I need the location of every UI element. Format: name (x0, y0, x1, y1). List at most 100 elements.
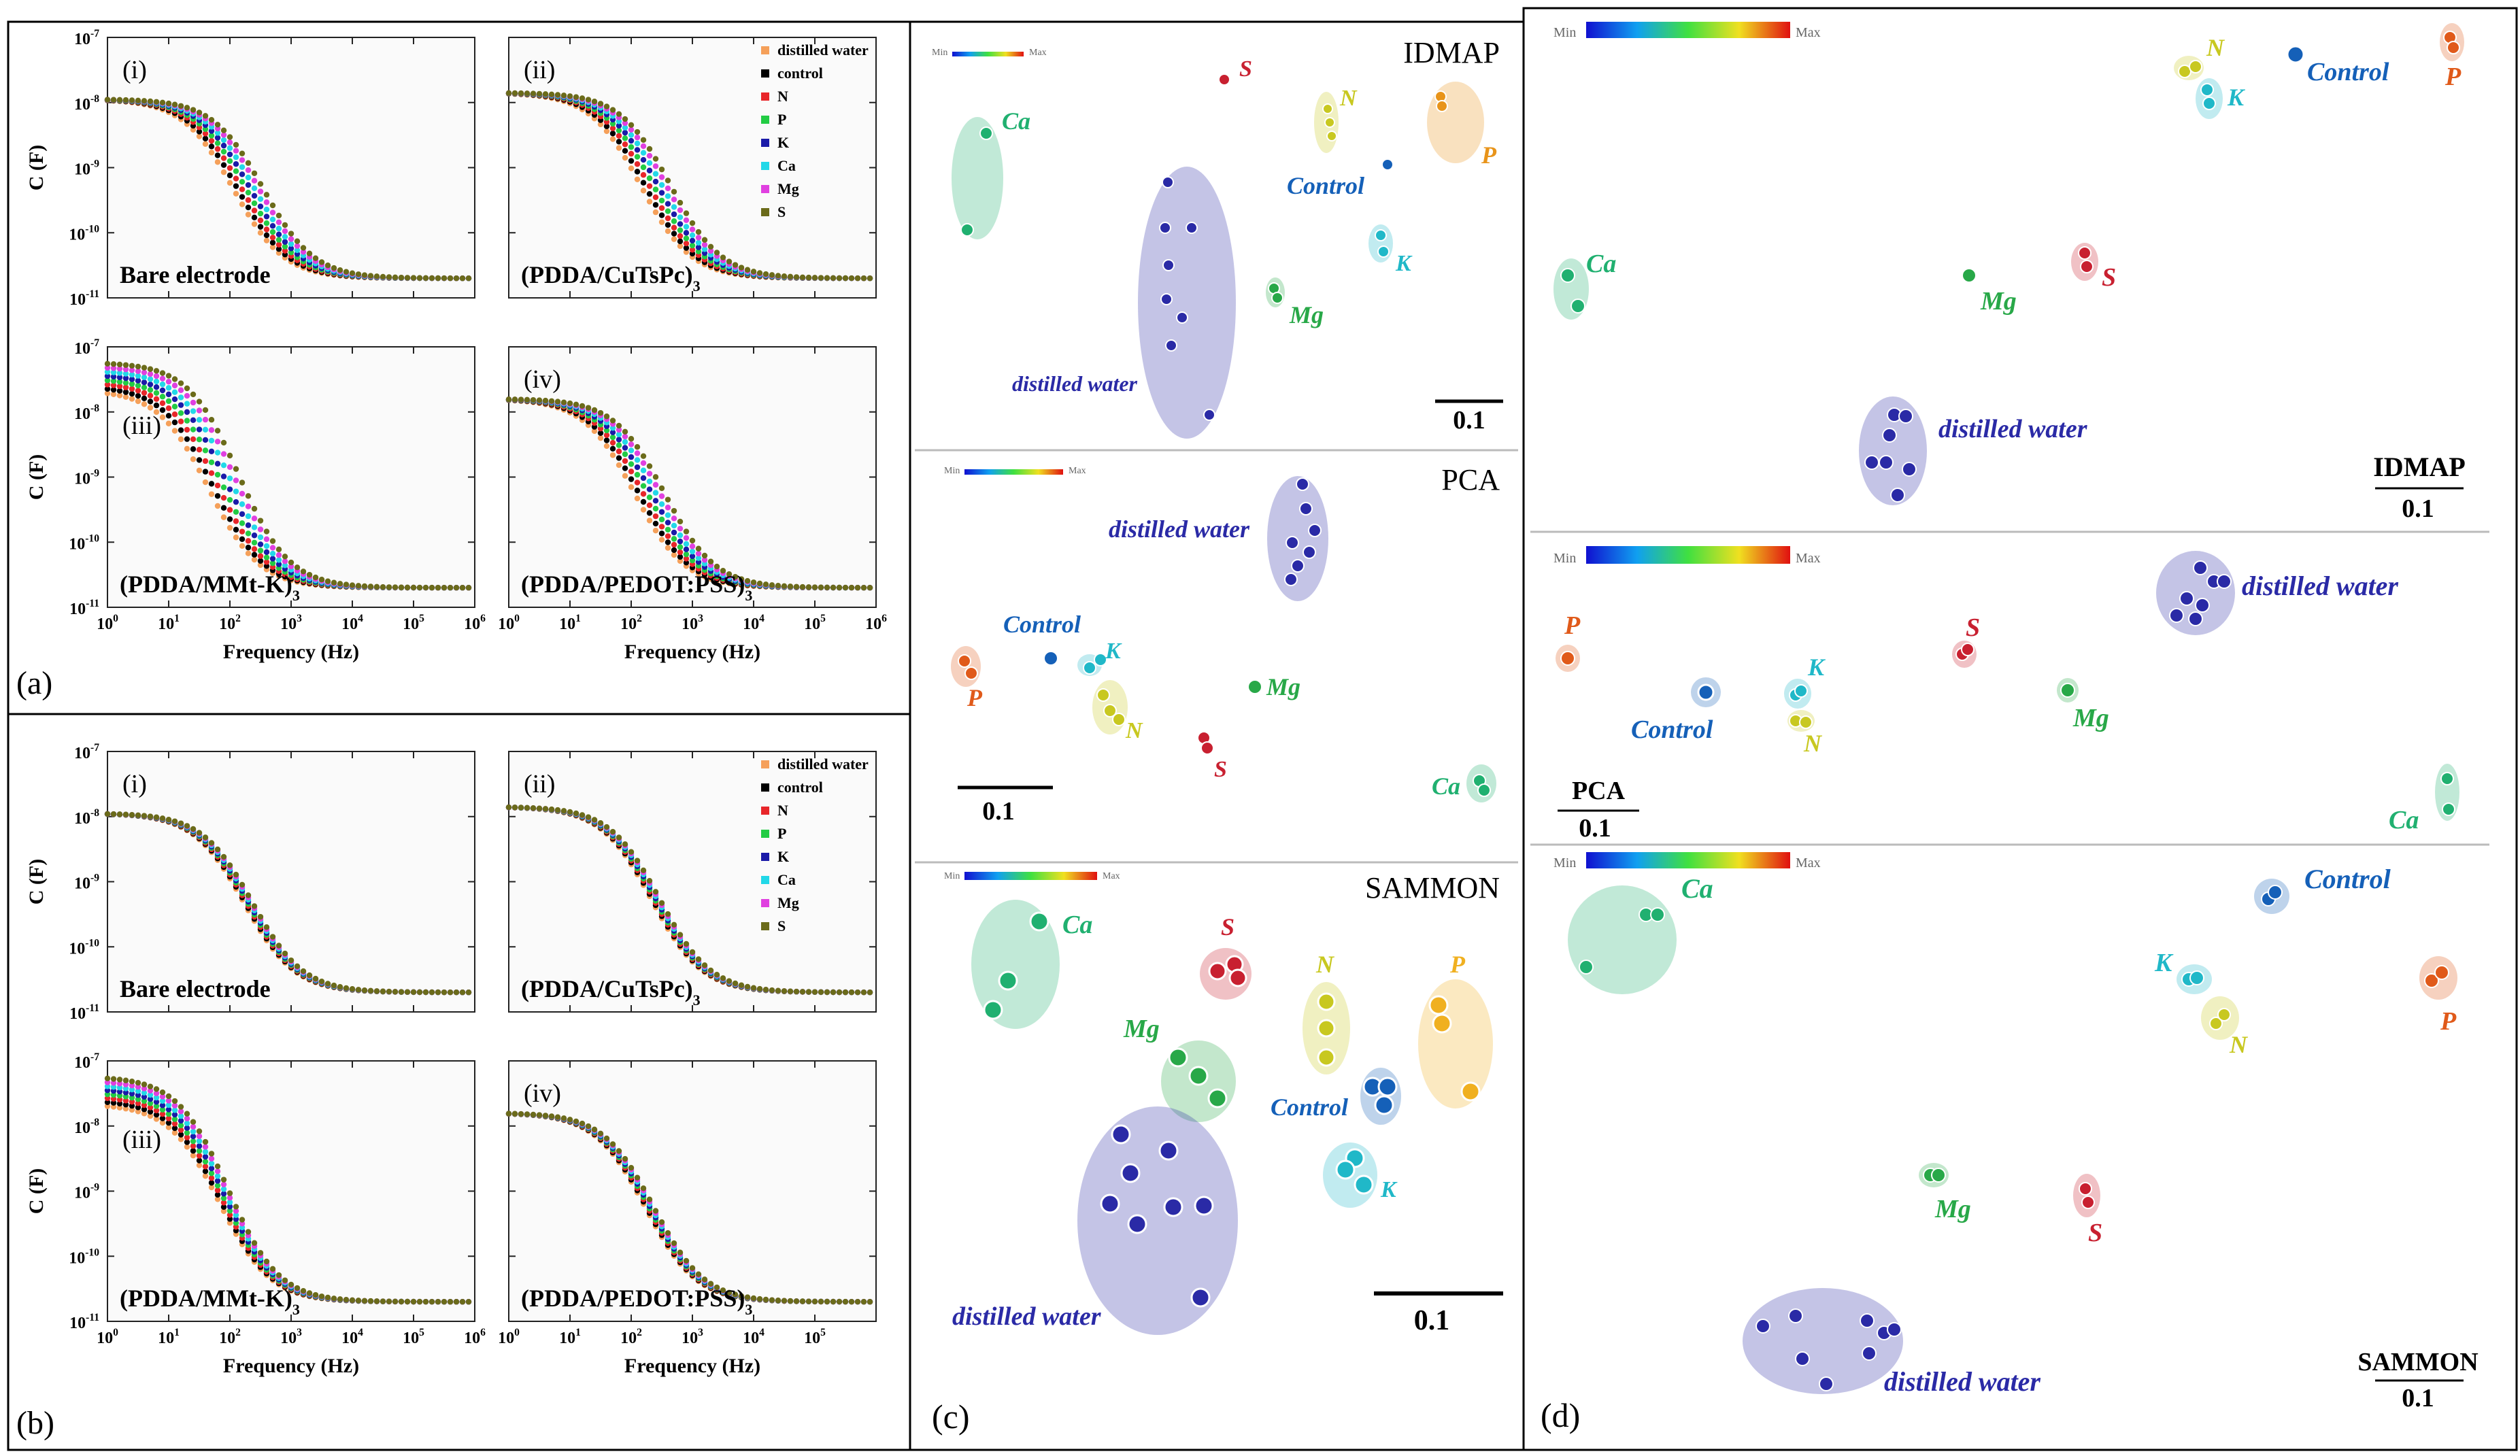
data-point (416, 989, 423, 996)
tick-exp: 4 (759, 1327, 765, 1338)
data-point (245, 174, 252, 181)
data-point (153, 402, 160, 409)
data-point (842, 275, 849, 282)
data-point (104, 1083, 111, 1089)
data-point (171, 411, 178, 418)
data-point (634, 134, 641, 141)
data-point (220, 142, 227, 149)
cluster-point (1862, 1346, 1877, 1361)
data-point (202, 113, 209, 119)
data-point (251, 185, 258, 192)
data-point (720, 1287, 726, 1293)
data-point (646, 146, 653, 152)
data-point (122, 97, 129, 103)
data-point (282, 228, 288, 235)
data-point (536, 805, 543, 811)
cluster-point (1335, 1159, 1356, 1180)
tick-base: 10 (743, 615, 759, 633)
data-point (196, 1162, 203, 1168)
tick-exp: 6 (480, 613, 486, 624)
data-point (616, 442, 622, 448)
data-point (343, 1296, 350, 1303)
data-point (233, 871, 239, 878)
data-point (153, 814, 160, 820)
data-point (214, 1196, 221, 1202)
data-point (110, 386, 117, 393)
data-point (689, 557, 696, 564)
data-point (652, 1208, 659, 1214)
data-point (634, 140, 641, 147)
data-point (165, 1098, 172, 1104)
data-point (104, 360, 111, 367)
data-point (129, 1083, 135, 1089)
data-point (695, 235, 702, 241)
data-point (312, 1291, 319, 1298)
data-point (153, 409, 160, 416)
data-point (196, 1138, 203, 1145)
data-point (263, 924, 270, 930)
data-point (585, 814, 592, 820)
data-point (756, 1296, 763, 1302)
data-point (165, 379, 172, 385)
data-point (646, 463, 653, 469)
data-point (701, 237, 708, 243)
cluster-point (1560, 268, 1575, 283)
data-point (646, 478, 653, 485)
tick-base: 10 (219, 1330, 235, 1347)
data-point (239, 511, 246, 518)
cluster-Ca-d2: Ca (2389, 764, 2459, 834)
data-point (226, 139, 233, 146)
data-point (288, 563, 295, 570)
data-point (640, 156, 647, 163)
data-point (628, 165, 635, 171)
data-point (616, 455, 622, 461)
data-point (634, 858, 641, 864)
y-tick-label: 10-7 (74, 337, 99, 358)
legend-marker (761, 783, 769, 792)
data-point (597, 820, 604, 826)
data-point (233, 190, 239, 197)
cluster-label: K (2154, 949, 2174, 977)
data-point (769, 272, 775, 278)
data-point (251, 539, 258, 546)
data-point (671, 921, 677, 928)
data-point (202, 1153, 209, 1160)
cluster-label: Control (2304, 864, 2391, 894)
data-point (548, 398, 555, 404)
data-point (713, 1284, 720, 1291)
cluster-point (1755, 1319, 1770, 1334)
data-point (640, 483, 647, 489)
y-axis-label: C (F) (25, 859, 48, 904)
y-tick-label: 10-7 (74, 1051, 99, 1072)
data-point (349, 986, 356, 992)
tick-exp: 1 (174, 1327, 180, 1338)
y-tick-label: 10-9 (74, 468, 99, 488)
data-point (239, 543, 246, 549)
data-point (677, 214, 684, 220)
data-point (208, 137, 215, 144)
data-point (208, 481, 215, 487)
data-point (178, 418, 184, 424)
cluster-point (1299, 502, 1313, 515)
data-point (110, 373, 117, 380)
data-point (677, 243, 684, 250)
data-point (190, 1143, 197, 1149)
data-point (135, 392, 141, 399)
cluster-point (1898, 409, 1913, 424)
series-S (104, 97, 472, 282)
data-point (202, 1168, 209, 1174)
data-point (147, 387, 154, 393)
data-point (239, 150, 246, 156)
data-point (671, 541, 677, 548)
data-point (518, 396, 524, 403)
data-point (104, 1095, 111, 1102)
data-point (196, 1157, 203, 1164)
data-point (214, 159, 221, 165)
data-point (683, 1257, 690, 1264)
data-point (622, 473, 628, 479)
data-point (530, 90, 537, 97)
data-point (505, 804, 512, 811)
cluster-label: distilled water (952, 1302, 1102, 1331)
data-point (441, 1299, 448, 1305)
y-tick-label: 10-10 (69, 532, 99, 553)
